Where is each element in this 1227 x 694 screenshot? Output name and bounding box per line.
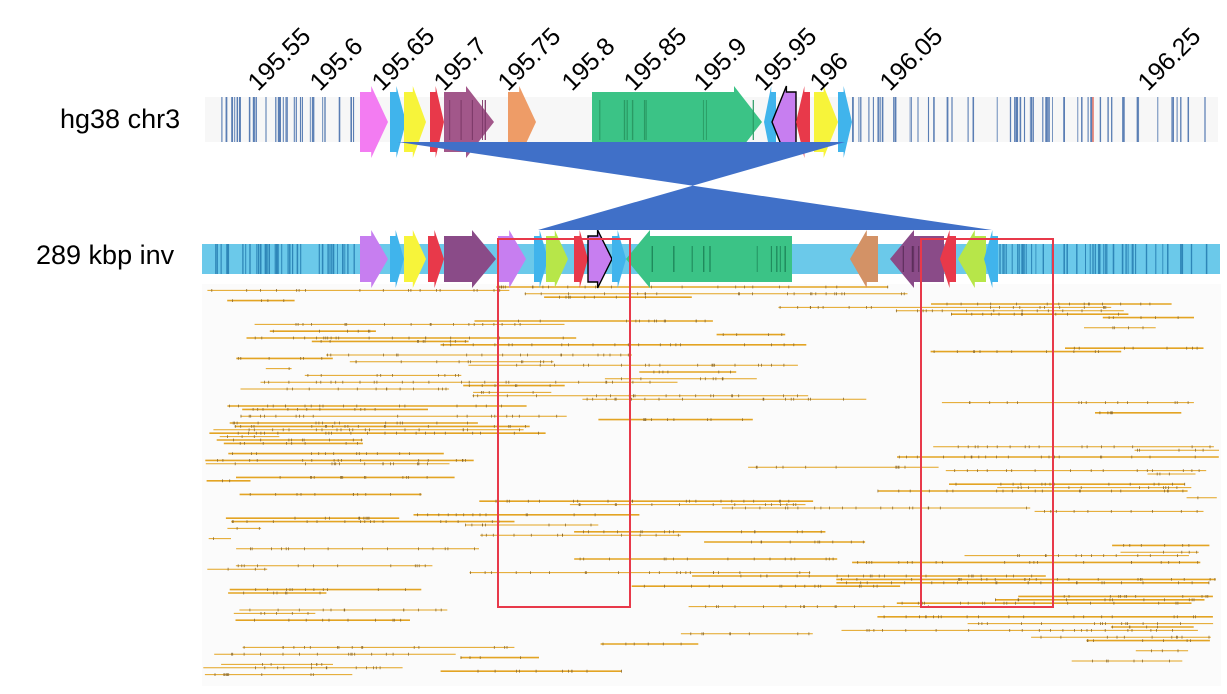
right-breakpoint-box (920, 238, 1054, 608)
left-breakpoint-box (497, 238, 631, 608)
assembly-segment-red (940, 230, 956, 288)
reference-segment-red (796, 86, 810, 158)
reference-segment-purple (444, 86, 494, 158)
inversion-link (398, 142, 992, 230)
highlight-boxes (497, 238, 1054, 608)
axis-tick-label: 195.75 (492, 22, 566, 96)
assembly-segment-lime (958, 230, 986, 288)
assembly-segment-violet (587, 229, 613, 289)
axis-tick-label: 195.85 (618, 22, 692, 96)
assembly-segment-tan (850, 230, 878, 288)
axis-tick-label: 195.8 (556, 32, 620, 96)
axis-tick-label: 195.9 (688, 32, 752, 96)
axis-tick-label: 196.05 (874, 22, 948, 96)
reference-segment-blue (764, 86, 776, 158)
assembly-segment-red (428, 230, 444, 288)
reference-track (205, 85, 1218, 159)
assembly-segment-blue (612, 230, 626, 288)
axis-tick-label: 196.25 (1132, 22, 1206, 96)
reference-segment-red (430, 86, 444, 158)
axis-tick-label: 195.95 (748, 22, 822, 96)
assembly-segment-green (626, 230, 792, 288)
assembly-segment-violet (360, 230, 388, 288)
assembly-segment-violet (498, 230, 526, 288)
reference-segment-blue (390, 86, 406, 158)
reference-track-label: hg38 chr3 (60, 104, 181, 134)
reference-segment-yellow (814, 86, 838, 158)
reference-segment-yellow (404, 86, 426, 158)
assembly-segment-lime (546, 230, 568, 288)
read-pileup (203, 285, 1219, 676)
reference-segment-pink (360, 86, 388, 158)
axis-tick-label: 195.65 (366, 22, 440, 96)
assembly-segment-blue (984, 230, 998, 288)
reference-segment-blue (838, 86, 852, 158)
assembly-track-label: 289 kbp inv (36, 240, 175, 270)
assembly-segment-dark_purple (444, 230, 496, 288)
axis-tick-label: 196 (804, 47, 853, 96)
axis-tick-label: 195.55 (242, 22, 316, 96)
assembly-segment-dark_purple (890, 230, 944, 288)
assembly-track (202, 229, 1220, 289)
assembly-segment-blue (534, 230, 548, 288)
reference-segment-green (592, 86, 762, 158)
assembly-segment-blue (390, 230, 404, 288)
reference-segment-orange (508, 86, 536, 158)
assembly-segment-red (574, 230, 588, 288)
assembly-segment-yellow (404, 230, 426, 288)
inversion-ribbon (398, 142, 992, 230)
